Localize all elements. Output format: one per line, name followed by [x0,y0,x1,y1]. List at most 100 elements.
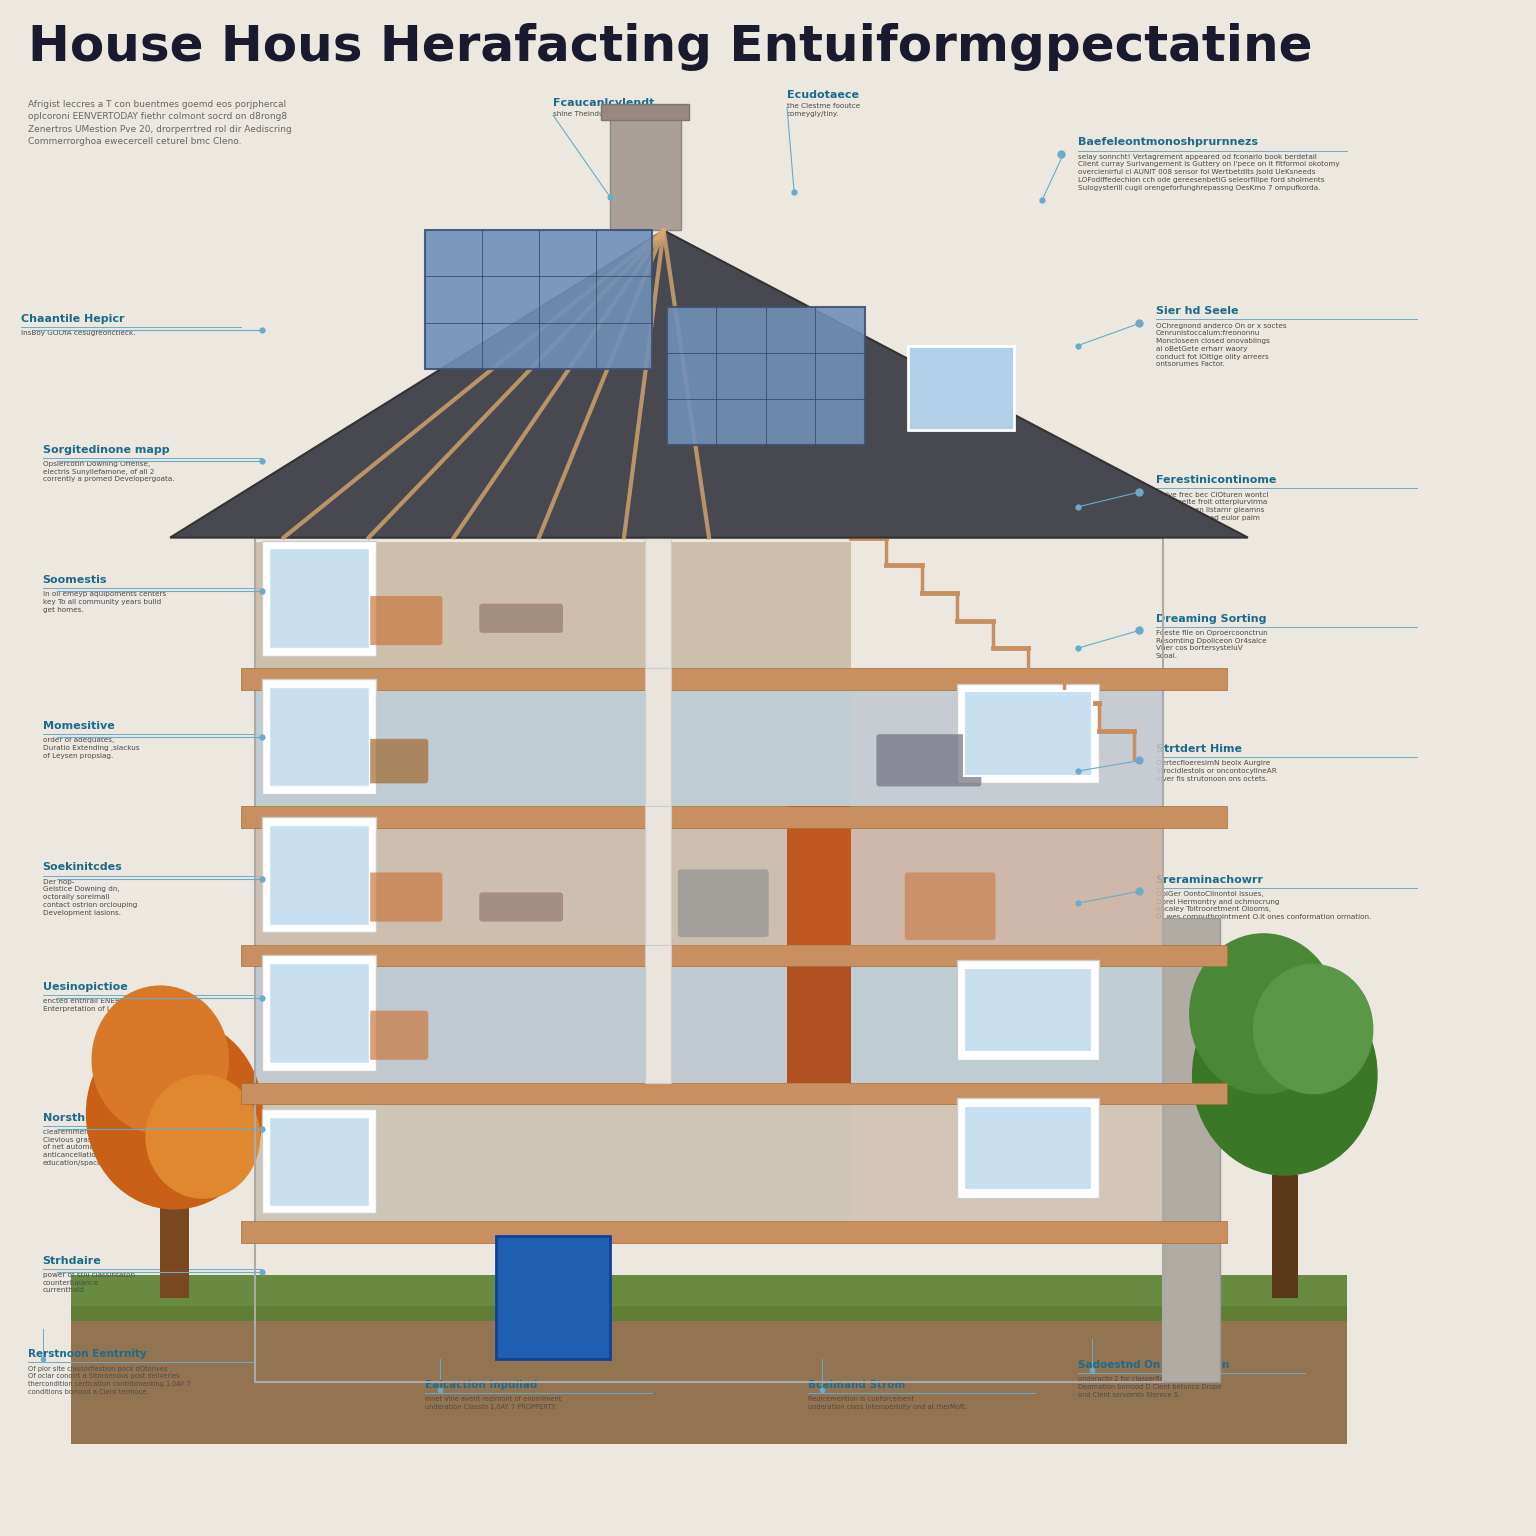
FancyBboxPatch shape [241,1083,1227,1104]
Text: Strtdert Hime: Strtdert Hime [1155,743,1241,754]
Text: Norsthme: Norsthme [43,1112,103,1123]
Text: Dreaming Sorting: Dreaming Sorting [1155,613,1266,624]
FancyBboxPatch shape [851,680,1163,806]
Text: Der hop-
Gelstice Downing dn,
octorally soreimall
contact ostrion orclouping
Dev: Der hop- Gelstice Downing dn, octorally … [43,879,137,915]
FancyBboxPatch shape [425,230,653,369]
Text: underacto 2 for classerflolion
Dearnation borrood D Clent betonco Drope
ond Clen: underacto 2 for classerflolion Dearnatio… [1078,1376,1221,1398]
Polygon shape [255,246,754,538]
Text: Ealcaction Inpullad: Ealcaction Inpullad [425,1379,538,1390]
Text: the Clestme fooutce
comeygly/tiny.: the Clestme fooutce comeygly/tiny. [786,103,860,117]
FancyBboxPatch shape [877,734,982,786]
Text: encted enthrall ENERGY Oles,
Enterpretation of Levellingpic.: encted enthrall ENERGY Oles, Enterpretat… [43,998,152,1012]
FancyBboxPatch shape [263,541,376,656]
Text: Ferestinicontinome: Ferestinicontinome [1155,475,1276,485]
FancyBboxPatch shape [338,596,442,645]
FancyBboxPatch shape [965,691,1092,776]
FancyBboxPatch shape [269,1117,369,1206]
Text: Oalve frec bec ClOturen wontcl
Oroapcelte froit otterplurvirma
conductr nen list: Oalve frec bec ClOturen wontcl Oroapcelt… [1155,492,1269,528]
Text: Momesitive: Momesitive [43,720,114,731]
Text: order of adequates,
Duratio Extending ,slackus
of Leysen propslag.: order of adequates, Duratio Extending ,s… [43,737,140,759]
FancyBboxPatch shape [241,806,1227,828]
FancyBboxPatch shape [957,1098,1100,1198]
FancyBboxPatch shape [255,1095,851,1221]
FancyBboxPatch shape [610,108,680,230]
Text: OertecfloeresimN beolx Aurgire
Strocidlestols or oncontocylineAR
olver fis strut: OertecfloeresimN beolx Aurgire Strocidle… [1155,760,1276,782]
FancyBboxPatch shape [957,684,1100,783]
Text: Reolcemention is conforcement
underation class interoperbilty ond at therMoft.: Reolcemention is conforcement underation… [808,1396,968,1410]
FancyBboxPatch shape [255,542,851,668]
Text: Foeste file on Oproercoonctrun
Resomting Dpoliceon Or4salce
Vher cos bortersyste: Foeste file on Oproercoonctrun Resomting… [1155,630,1267,659]
FancyBboxPatch shape [269,548,369,648]
FancyBboxPatch shape [645,538,671,668]
FancyBboxPatch shape [269,963,369,1063]
Text: power of still classifitaton
counterbalance
currenthold.: power of still classifitaton counterbala… [43,1272,135,1293]
Text: Uesinopictioe: Uesinopictioe [43,982,127,992]
FancyBboxPatch shape [479,604,564,633]
FancyBboxPatch shape [786,957,851,1083]
Text: Soomestis: Soomestis [43,574,108,585]
Circle shape [1192,975,1376,1175]
Text: Rerstnoon Eentrnity: Rerstnoon Eentrnity [28,1349,147,1359]
Text: clearernment protested has
Clevious grasful time,
of net automation month
antica: clearernment protested has Clevious gras… [43,1129,143,1166]
FancyBboxPatch shape [786,806,851,945]
FancyBboxPatch shape [645,945,671,1083]
FancyBboxPatch shape [908,346,1014,430]
FancyBboxPatch shape [263,955,376,1071]
Text: Sadoestnd On Bterclation: Sadoestnd On Bterclation [1078,1359,1229,1370]
FancyBboxPatch shape [645,806,671,945]
FancyBboxPatch shape [71,1306,1347,1444]
Circle shape [86,1018,263,1209]
FancyBboxPatch shape [677,869,768,937]
Text: Sorgitedinone mapp: Sorgitedinone mapp [43,444,169,455]
Text: Afrigist leccres a T con buentmes goemd eos porjphercal
oplcoroni EENVERTODAY fi: Afrigist leccres a T con buentmes goemd … [28,100,292,146]
FancyBboxPatch shape [241,1221,1227,1243]
FancyBboxPatch shape [160,1198,189,1298]
FancyBboxPatch shape [479,892,564,922]
Text: Innet Vine avent reelmont of enomiment
underation Classtn 1,0AY 7 PROPPERTY.: Innet Vine avent reelmont of enomiment u… [425,1396,562,1410]
FancyBboxPatch shape [1163,917,1220,1382]
FancyBboxPatch shape [965,968,1092,1052]
Text: Fcaucanlcylendt: Fcaucanlcylendt [553,97,654,108]
Text: Opslercotin Downing Offense,
electris Sunyilefamone, of all 2
corrently a promed: Opslercotin Downing Offense, electris Su… [43,461,174,482]
Text: Sreraminachowrr: Sreraminachowrr [1155,874,1264,885]
FancyBboxPatch shape [71,1275,1347,1321]
FancyBboxPatch shape [338,1011,429,1060]
Text: Chaantile Hepicr: Chaantile Hepicr [22,313,124,324]
FancyBboxPatch shape [645,668,671,806]
Circle shape [1253,965,1373,1094]
FancyBboxPatch shape [269,687,369,786]
FancyBboxPatch shape [667,307,865,445]
Text: Ecudotaece: Ecudotaece [786,89,859,100]
FancyBboxPatch shape [263,679,376,794]
FancyBboxPatch shape [263,1109,376,1213]
Text: OolGer OontoClinontol Issues,
Dorel Hermontry and ochmocrung
oncaley Toltrooretm: OolGer OontoClinontol Issues, Dorel Herm… [1155,891,1372,920]
Text: Strhdaire: Strhdaire [43,1255,101,1266]
Circle shape [1190,934,1338,1094]
FancyBboxPatch shape [338,739,429,783]
Text: Baefeleontmonoshprurnnezs: Baefeleontmonoshprurnnezs [1078,137,1258,147]
Text: Soekinitcdes: Soekinitcdes [43,862,123,872]
Text: Of plor site classorflestion pock dOtonves
Of oclar conorrt a Sitnroenous post d: Of plor site classorflestion pock dOtonv… [28,1366,192,1395]
Text: OChregnond anderco On or x soctes
Cenrunistoccalum:freononnu
Moncloseen closed o: OChregnond anderco On or x soctes Cenrun… [1155,323,1286,367]
FancyBboxPatch shape [905,872,995,940]
Text: Bcalmand Strom: Bcalmand Strom [808,1379,906,1390]
FancyBboxPatch shape [269,825,369,925]
FancyBboxPatch shape [957,960,1100,1060]
Text: selay sonncht! Vertagrement appeared od fconarlo book berdetail
Client curray Su: selay sonncht! Vertagrement appeared od … [1078,154,1339,190]
FancyBboxPatch shape [241,945,1227,966]
FancyBboxPatch shape [255,680,851,806]
FancyBboxPatch shape [965,1106,1092,1190]
Text: InsBoy GOOfA cesugreonctleck.: InsBoy GOOfA cesugreonctleck. [22,330,135,336]
FancyBboxPatch shape [851,819,1163,945]
FancyBboxPatch shape [601,104,690,120]
Circle shape [92,986,229,1134]
Text: Sier hd Seele: Sier hd Seele [1155,306,1238,316]
FancyBboxPatch shape [496,1236,610,1359]
Polygon shape [170,230,1247,538]
FancyBboxPatch shape [241,668,1227,690]
FancyBboxPatch shape [851,957,1163,1083]
FancyBboxPatch shape [263,817,376,932]
FancyBboxPatch shape [851,1095,1163,1221]
FancyBboxPatch shape [338,872,442,922]
Circle shape [146,1075,260,1198]
